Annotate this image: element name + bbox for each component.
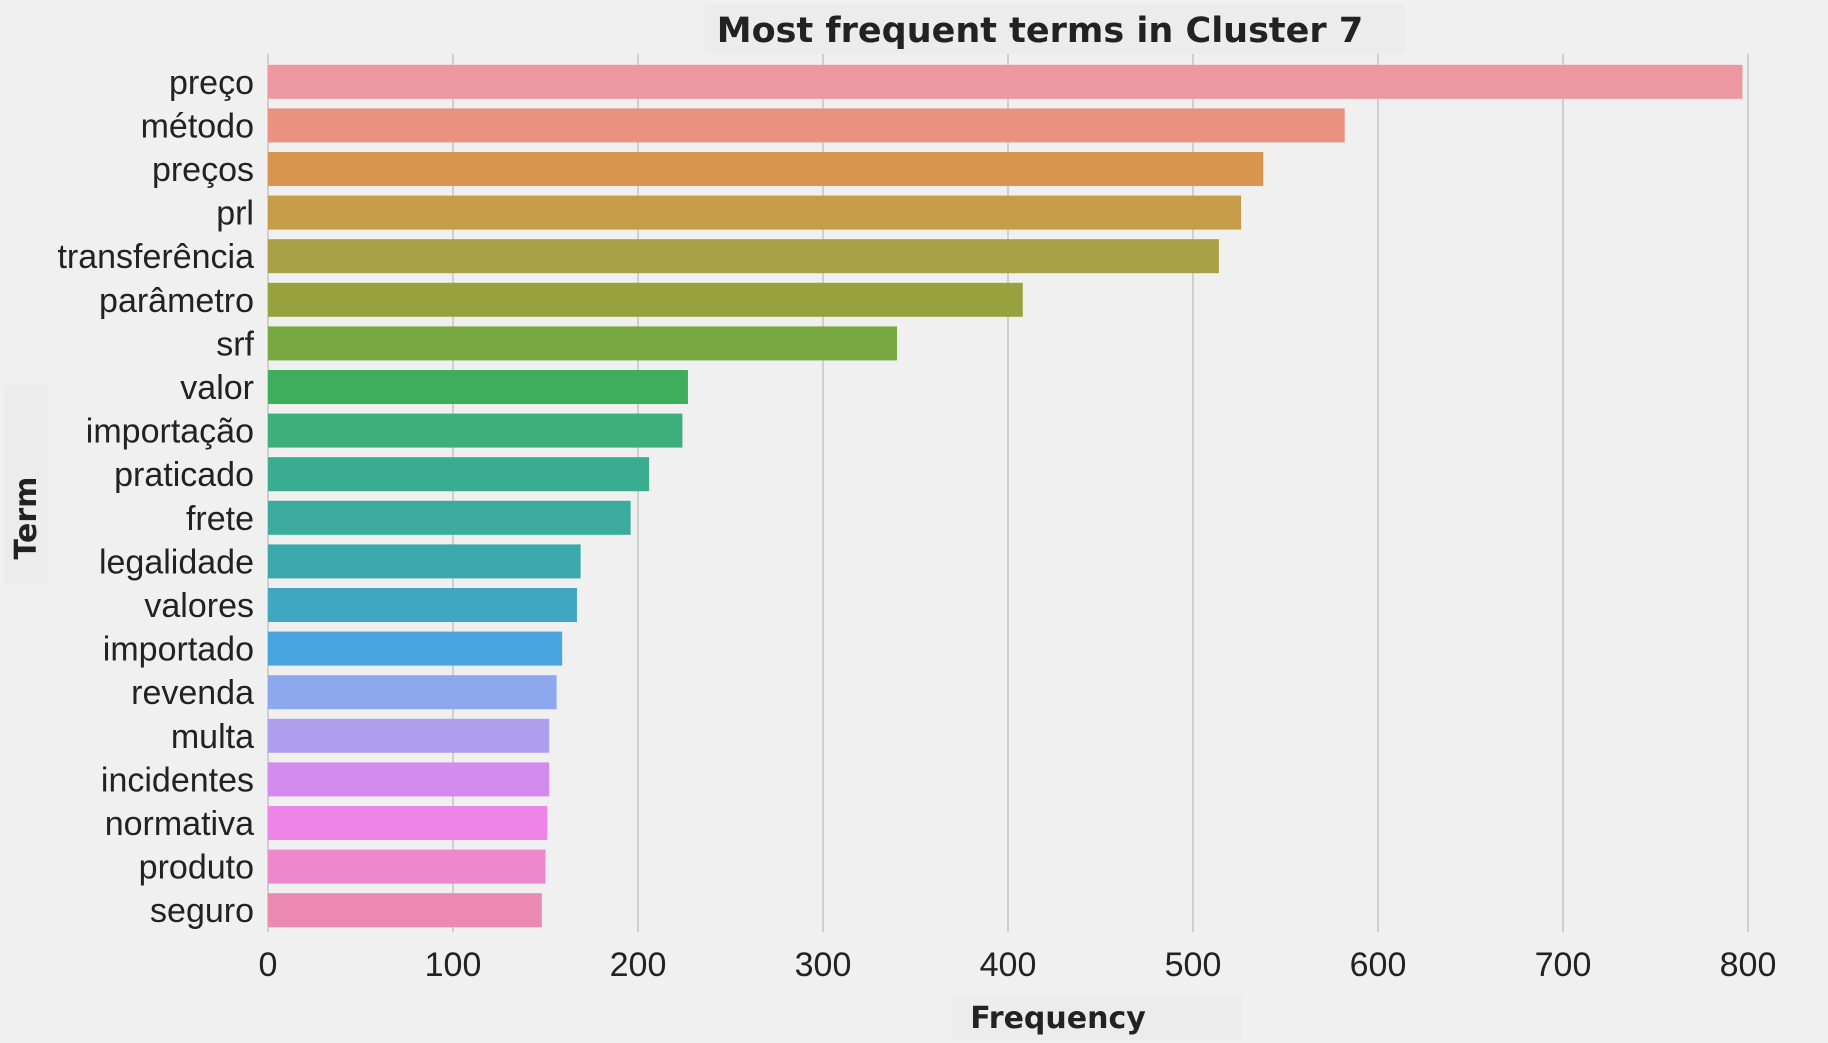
y-tick-labels: preço método preços prl transferência parâmet… [57,64,254,930]
bar-8 [268,369,688,405]
bar-9 [268,413,683,448]
y-tick-label: produto [139,849,254,887]
x-axis-label: Frequency [970,1001,1146,1036]
bar-2 [268,108,1345,143]
x-tick-label: 600 [1350,946,1407,984]
y-tick-label: método [141,107,254,145]
y-tick-label: transferência [57,238,254,276]
y-tick-label: importação [86,413,254,451]
bar-7 [268,326,897,361]
y-tick-label: valor [180,369,254,407]
y-tick-label: preço [169,64,254,102]
bar-10 [268,457,650,492]
y-tick-label: legalidade [99,543,254,581]
y-tick-label: praticado [114,456,254,494]
x-axis-label-background [952,995,1242,1040]
x-tick-label: 700 [1535,946,1592,984]
x-tick-label: 400 [980,946,1037,984]
chart-title: Most frequent terms in Cluster 7 [717,11,1363,51]
bar-20 [268,893,542,928]
bar-16 [268,718,550,753]
y-tick-label: parâmetro [99,282,254,320]
bar-4 [268,195,1242,230]
bar-3 [268,151,1264,187]
y-tick-label: valores [144,587,254,625]
x-tick-label: 200 [610,946,667,984]
bar-19 [268,849,546,884]
bar-17 [268,762,550,797]
y-tick-label: srf [216,325,254,363]
x-tick-label: 300 [795,946,852,984]
bar-5 [268,239,1219,274]
y-tick-label: incidentes [101,761,254,799]
bar-13 [268,587,577,623]
x-tick-labels: 0 100 200 300 400 500 600 700 800 [259,946,1777,984]
x-tick-label: 800 [1720,946,1777,984]
x-tick-label: 0 [259,946,278,984]
bar-1 [268,64,1743,99]
bar-11 [268,500,631,535]
title-background [705,4,1405,54]
y-tick-label: seguro [150,892,254,930]
bar-12 [268,544,581,579]
y-tick-label: prl [216,195,254,233]
bar-15 [268,675,557,710]
y-axis-label: Term [9,477,44,560]
y-tick-label: frete [186,500,254,538]
bars [268,64,1743,928]
bar-6 [268,282,1023,317]
y-tick-label: multa [171,718,254,756]
bar-14 [268,631,563,666]
y-tick-label: preços [152,151,254,189]
x-tick-label: 500 [1165,946,1222,984]
y-tick-label: importado [103,631,254,669]
y-tick-label: revenda [131,674,254,712]
bar-18 [268,805,548,841]
y-axis-label-background [4,385,48,585]
y-tick-label: normativa [105,805,254,843]
x-tick-label: 100 [425,946,482,984]
